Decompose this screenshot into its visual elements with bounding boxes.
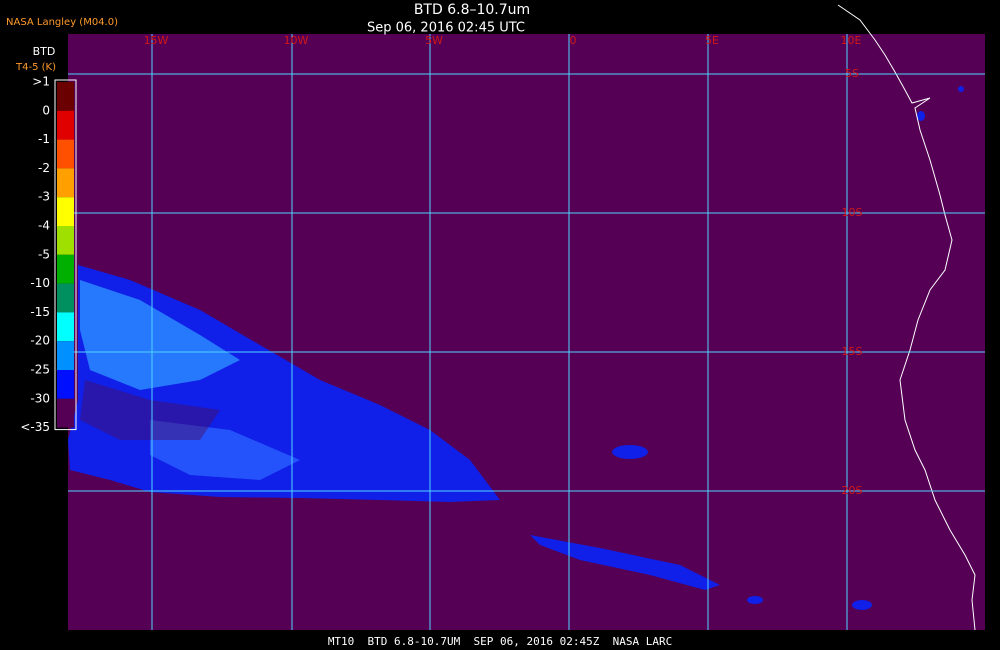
legend-frame <box>54 79 77 431</box>
latitude-label: 15S <box>842 345 863 358</box>
legend-label: -3 <box>38 190 50 204</box>
legend-label: -4 <box>38 219 50 233</box>
legend-swatch <box>57 312 74 342</box>
legend-swatch <box>57 398 74 428</box>
legend-label: -1 <box>38 132 50 146</box>
legend-swatch <box>57 226 74 255</box>
legend-swatch <box>57 168 74 198</box>
legend-swatch <box>57 254 74 284</box>
legend-title: BTD <box>33 45 56 58</box>
legend-label: -15 <box>30 305 50 319</box>
legend-swatch <box>57 139 74 169</box>
latitude-label: 10S <box>842 206 863 219</box>
longitude-label: 10W <box>284 34 309 47</box>
footer: MT10 BTD 6.8-10.7UM SEP 06, 2016 02:45Z … <box>328 635 672 648</box>
legend-swatch <box>57 110 74 140</box>
longitude-label: 15W <box>144 34 169 47</box>
legend-label: 0 <box>42 103 50 117</box>
legend-swatch <box>57 341 74 370</box>
legend-label: >1 <box>32 75 50 89</box>
coastline <box>837 4 976 631</box>
cloud-field <box>68 86 964 610</box>
legend-swatch <box>57 283 74 313</box>
legend-swatch <box>57 370 74 399</box>
legend-label: -25 <box>30 363 50 377</box>
legend-label: -10 <box>30 276 50 290</box>
legend-label: -2 <box>38 161 50 175</box>
legend-unit: T4-5 (K) <box>15 62 56 73</box>
graticule: 15W 10W 5W 0 5E 10E 5S 10S 15S 20S <box>68 34 985 630</box>
legend: >1 0 -1 -2 -3 -4 -5 -10 -15 -20 -25 -30 <-35 <box>20 75 77 434</box>
longitude-label: 5E <box>705 34 719 47</box>
legend-label: -20 <box>30 334 50 348</box>
longitude-label: 10E <box>841 34 862 47</box>
latitude-label: 5S <box>845 67 859 80</box>
legend-label: -5 <box>38 247 50 261</box>
longitude-label: 5W <box>425 34 443 47</box>
source-label: NASA Langley (M04.0) <box>6 17 118 28</box>
time: Sep 06, 2016 02:45 UTC <box>367 21 525 36</box>
legend-swatch <box>57 82 74 111</box>
latitude-label: 20S <box>842 484 863 497</box>
legend-label: -30 <box>30 391 50 405</box>
longitude-label: 0 <box>570 34 577 47</box>
legend-swatch <box>57 197 74 226</box>
legend-label: <-35 <box>20 420 50 434</box>
title: BTD 6.8–10.7um <box>414 2 530 18</box>
